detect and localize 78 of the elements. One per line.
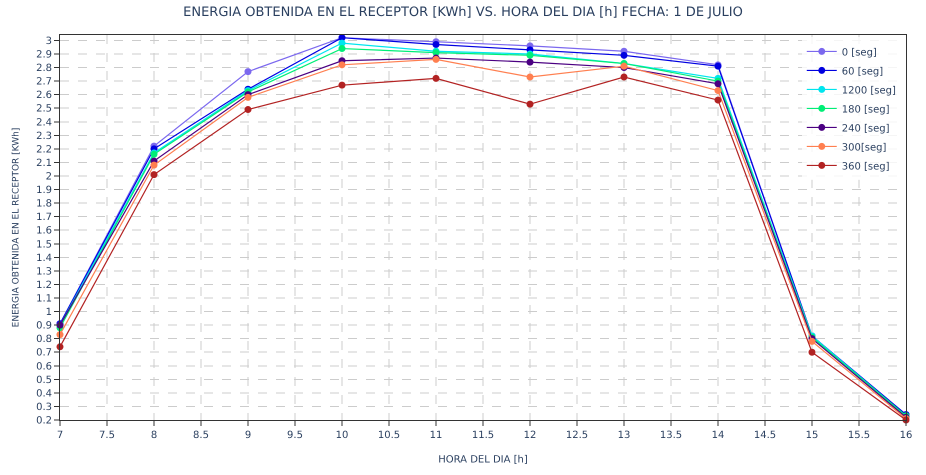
y-tick-label: 0.5: [36, 374, 52, 386]
y-tick-label: 1.3: [36, 266, 52, 278]
x-tick-label: 14.5: [754, 430, 776, 441]
point: [808, 338, 816, 345]
x-tick-label: 16: [900, 430, 912, 441]
y-tick-label: 3: [46, 36, 52, 47]
point: [432, 40, 440, 48]
y-tick-label: 1.2: [36, 280, 52, 291]
x-tick-label: 15.5: [848, 430, 870, 441]
y-tick-label: 1.5: [36, 239, 52, 250]
y-tick-label: 2: [46, 171, 52, 182]
x-tick-label: 8.5: [193, 430, 209, 441]
point: [620, 74, 628, 81]
y-tick-label: 2.4: [36, 117, 52, 128]
y-tick-label: 0.9: [36, 320, 52, 332]
y-tick-label: 1.4: [36, 252, 52, 264]
point: [150, 162, 158, 169]
y-tick-label: 2.5: [36, 104, 52, 115]
y-tick-label: 2.2: [36, 144, 52, 156]
y-tick-label: 1: [46, 307, 52, 318]
x-tick-label: 10: [336, 430, 348, 441]
y-tick-label: 0.6: [36, 361, 52, 372]
x-tick-label: 14: [712, 430, 724, 441]
y-tick-label: 2.3: [36, 130, 52, 142]
x-tick-label: 15: [806, 430, 818, 441]
legend-label: 360 [seg]: [842, 161, 890, 172]
y-tick-label: 1.8: [36, 198, 52, 210]
legend-label: 60 [seg]: [842, 66, 884, 78]
point: [526, 100, 534, 108]
chart-title: ENERGIA OBTENIDA EN EL RECEPTOR [KWh] VS. HORA DEL DIA [h] FECHA: 1 DE JULIO: [183, 5, 743, 20]
point: [244, 68, 252, 76]
point: [714, 80, 722, 88]
y-tick-label: 2.8: [36, 63, 52, 74]
y-tick-label: 1.9: [36, 185, 52, 196]
y-axis-title: ENERGIA OBTENIDA EN EL RECEPTOR [KWh]: [11, 128, 22, 328]
legend-label: 0 [seg]: [842, 47, 877, 58]
x-tick-label: 8: [150, 430, 158, 441]
x-tick-label: 7: [56, 430, 64, 441]
y-tick-label: 2.7: [36, 76, 52, 88]
point: [526, 74, 534, 81]
point: [714, 96, 722, 104]
x-tick-label: 13.5: [660, 430, 682, 441]
x-axis-title: HORA DEL DIA [h]: [438, 454, 528, 466]
y-tick-label: 0.8: [36, 334, 52, 346]
y-tick-label: 2.6: [36, 90, 52, 102]
y-tick-label: 0.7: [36, 348, 52, 359]
legend-label: 300[seg]: [842, 142, 886, 154]
legend-label: 1200 [seg]: [842, 85, 896, 96]
x-tick-label: 13: [618, 430, 630, 441]
x-tick-label: 12: [524, 430, 536, 441]
x-tick-label: 10.5: [378, 430, 400, 441]
point: [338, 45, 346, 52]
point: [244, 106, 252, 114]
point: [620, 52, 628, 59]
point: [150, 171, 158, 178]
point: [714, 87, 722, 94]
x-tick-label: 7.5: [99, 430, 115, 441]
legend-label: 240 [seg]: [842, 123, 890, 134]
y-tick-label: 1.7: [36, 212, 52, 224]
x-tick-label: 11: [430, 430, 442, 441]
y-tick-label: 0.4: [36, 388, 52, 400]
x-tick-label: 11.5: [472, 430, 494, 441]
y-tick-label: 2.9: [36, 49, 52, 60]
point: [338, 61, 346, 68]
y-tick-label: 1.6: [36, 226, 52, 237]
x-tick-label: 9: [244, 430, 252, 441]
y-tick-label: 2.1: [36, 158, 52, 169]
legend-label: 180 [seg]: [842, 104, 890, 116]
point: [432, 74, 440, 82]
y-tick-label: 0.3: [36, 402, 52, 413]
point: [338, 82, 346, 89]
x-tick-label: 9.5: [287, 430, 303, 441]
x-tick-label: 12.5: [566, 430, 588, 441]
point: [808, 348, 816, 356]
point: [526, 58, 534, 66]
y-tick-label: 0.2: [36, 416, 52, 426]
point: [244, 94, 252, 101]
y-tick-label: 1.1: [36, 293, 52, 304]
